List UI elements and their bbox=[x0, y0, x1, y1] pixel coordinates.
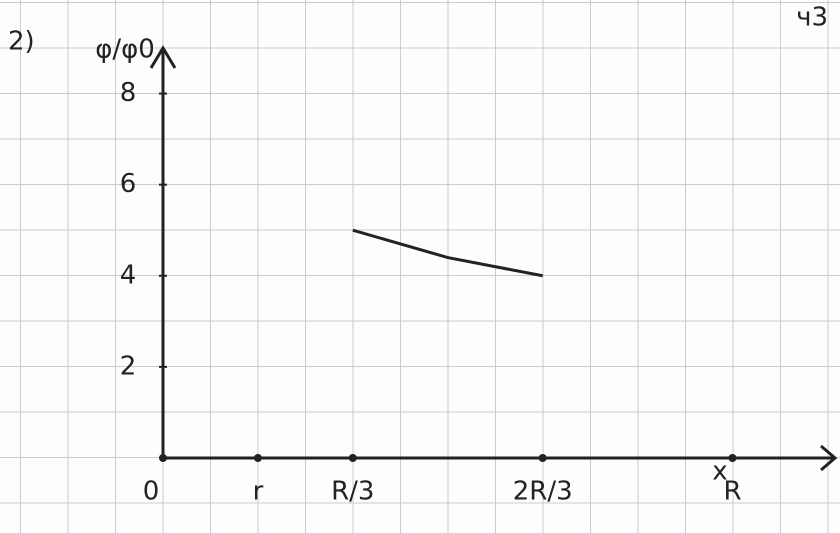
x-tick bbox=[728, 454, 736, 462]
y-tick-label: 2 bbox=[120, 351, 137, 381]
y-tick-label: 6 bbox=[120, 169, 137, 199]
data-line bbox=[353, 230, 543, 276]
y-axis-label: φ/φ0 bbox=[95, 35, 155, 65]
y-tick-label: 4 bbox=[120, 260, 137, 290]
x-tick-label: r bbox=[253, 477, 264, 507]
x-tick bbox=[159, 454, 167, 462]
note: ч3 bbox=[796, 3, 828, 33]
page: 2) ч3 φ/φ0 x 24680rR/32R/3R bbox=[0, 0, 840, 533]
chart-title: 2) bbox=[8, 27, 35, 57]
x-tick bbox=[254, 454, 262, 462]
y-tick-label: 8 bbox=[120, 78, 137, 108]
x-tick-label: 2R/3 bbox=[513, 477, 573, 507]
x-tick-label: R bbox=[723, 477, 741, 507]
x-tick bbox=[539, 454, 547, 462]
x-tick-label: 0 bbox=[143, 477, 160, 507]
x-tick-label: R/3 bbox=[331, 477, 374, 507]
x-tick bbox=[349, 454, 357, 462]
chart: 2) ч3 φ/φ0 x 24680rR/32R/3R bbox=[0, 0, 840, 533]
